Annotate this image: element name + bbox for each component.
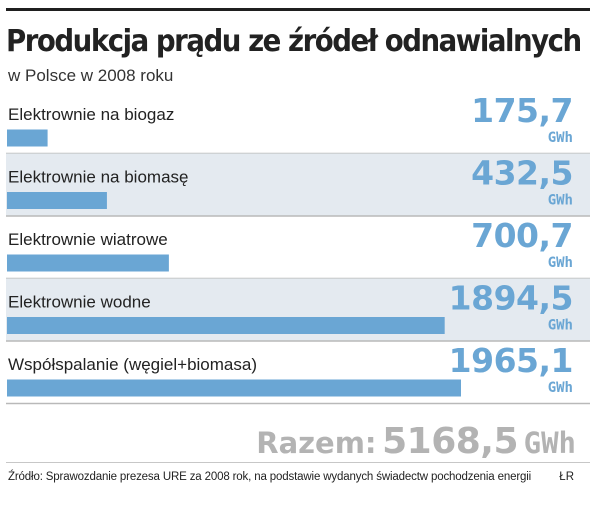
author-credit: ŁR [559,471,574,483]
unit-label: GWh [548,318,573,334]
bar [7,379,461,397]
chart-title: Produkcja prądu ze źródeł odnawialnych [6,24,582,59]
footer-rule [6,462,590,463]
bar [7,192,107,209]
value-label: 432,5 [471,154,573,193]
bar-chart: Elektrownie na biogaz 175,7GWhElektrownie… [6,91,590,405]
value-label: 1965,1 [449,341,573,380]
value-label: 1894,5 [449,279,573,318]
unit-label: GWh [548,130,573,146]
total-value: 5168,5 [382,421,519,462]
category-label: Współspalanie (węgiel+biomasa) [8,355,257,374]
top-rule [6,8,590,11]
bar [7,129,48,147]
category-label: Elektrownie wodne [8,293,151,312]
source-note: Źródło: Sprawozdanie prezesa URE za 2008… [8,471,532,483]
bar [7,254,169,272]
unit-label: GWh [548,193,573,209]
value-label: 175,7 [471,91,573,130]
total-row: Razem: 5168,5 GWh [256,421,576,462]
total-label: Razem: [256,426,377,460]
unit-label: GWh [548,255,573,271]
total-unit: GWh [523,426,576,460]
bar [7,317,445,334]
chart-subtitle: w Polsce w 2008 roku [8,66,174,85]
category-label: Elektrownie wiatrowe [8,230,168,249]
category-label: Elektrownie na biogaz [8,105,174,124]
unit-label: GWh [548,380,573,396]
category-label: Elektrownie na biomasę [8,168,188,187]
value-label: 700,7 [471,216,573,255]
